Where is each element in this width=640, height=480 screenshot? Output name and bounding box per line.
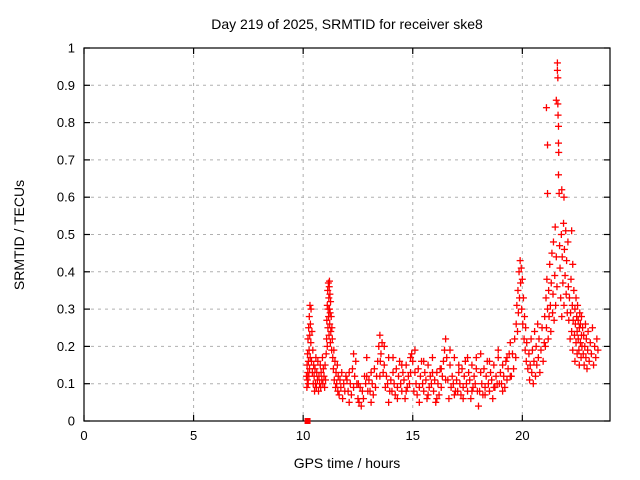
y-tick-label: 0.7 (57, 152, 75, 167)
x-tick-label: 20 (515, 428, 529, 443)
x-tick-label: 10 (296, 428, 310, 443)
y-axis-label: SRMTID / TECUs (11, 179, 27, 291)
y-tick-label: 1 (68, 41, 75, 56)
y-tick-label: 0.6 (57, 190, 75, 205)
y-tick-label: 0.4 (57, 264, 75, 279)
y-tick-label: 0 (68, 414, 75, 429)
y-tick-label: 0.1 (57, 376, 75, 391)
y-tick-label: 0.3 (57, 302, 75, 317)
x-tick-label: 5 (190, 428, 197, 443)
data-point-square (304, 418, 311, 424)
x-axis-label: GPS time / hours (293, 455, 401, 471)
x-tick-label: 15 (406, 428, 420, 443)
y-tick-label: 0.5 (57, 227, 75, 242)
y-tick-label: 0.2 (57, 339, 75, 354)
y-tick-label: 0.9 (57, 78, 75, 93)
x-tick-label: 0 (80, 428, 87, 443)
y-tick-label: 0.8 (57, 115, 75, 130)
chart-title: Day 219 of 2025, SRMTID for receiver ske… (211, 16, 483, 32)
